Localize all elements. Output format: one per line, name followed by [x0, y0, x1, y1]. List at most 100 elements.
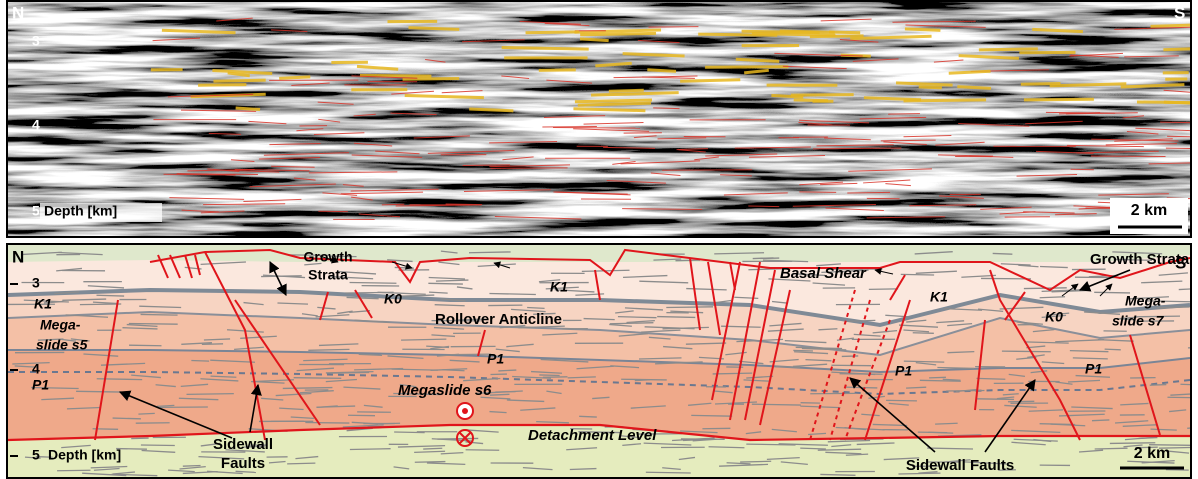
bedding [820, 474, 855, 475]
reflector [490, 168, 567, 169]
label: Megaslide s6 [398, 382, 492, 399]
bedding [490, 394, 510, 395]
label: K0 [384, 291, 402, 307]
label: K1 [550, 279, 568, 295]
bedding [183, 465, 201, 466]
bedding [287, 463, 315, 464]
reflector [502, 47, 589, 49]
bedding [675, 260, 700, 261]
reflector [771, 95, 803, 97]
reflector [752, 34, 835, 36]
bedding [913, 333, 934, 334]
bedding [901, 274, 934, 275]
label: slide s5 [36, 337, 88, 353]
reflector [446, 204, 482, 205]
bedding [539, 375, 559, 376]
bedding [261, 276, 302, 277]
bedding [498, 370, 516, 371]
reflector [575, 100, 652, 102]
label: Basal Shear [780, 265, 867, 282]
reflector [463, 165, 510, 166]
bedding [1002, 351, 1051, 352]
bedding [928, 432, 953, 433]
bedding [466, 450, 500, 451]
depth-tick: 5 [32, 447, 40, 463]
reflector [213, 80, 265, 81]
depth-label: Depth [km] [48, 447, 121, 463]
bedding [57, 470, 90, 471]
reflector [647, 70, 676, 72]
seismic-panel: N S 3 4 5 Depth [km] 2 km [7, 1, 1198, 237]
bedding [646, 472, 691, 473]
bedding [187, 394, 234, 395]
reflector [360, 75, 431, 76]
bedding [929, 377, 946, 378]
reflector [949, 71, 991, 73]
bedding [97, 379, 142, 380]
reflector [405, 96, 484, 98]
reflector [864, 98, 921, 100]
bedding [191, 360, 209, 361]
reflector [1071, 169, 1094, 170]
reflector [573, 109, 645, 111]
bedding [131, 438, 148, 439]
depth-tick: 4 [32, 117, 40, 133]
label: Mega- [40, 317, 81, 333]
bedding [423, 448, 442, 449]
bedding [80, 304, 121, 305]
label: P1 [32, 377, 49, 393]
bedding [469, 252, 511, 253]
bedding [294, 378, 342, 379]
reflector [905, 29, 941, 30]
bedding [350, 282, 397, 283]
reflector [526, 32, 579, 33]
label: Detachment Level [528, 427, 657, 444]
bedding [394, 432, 425, 433]
bedding [415, 462, 446, 463]
bedding [666, 307, 713, 308]
depth-tick: 3 [32, 33, 40, 49]
scale-label: 2 km [1131, 202, 1167, 219]
seismic-image [8, 2, 1190, 236]
reflector [1021, 83, 1061, 84]
reflector [957, 87, 991, 89]
depth-tick: 3 [32, 275, 40, 291]
reflector [847, 192, 890, 193]
bedding [129, 345, 161, 346]
bedding [800, 448, 826, 449]
bedding [129, 323, 178, 324]
out-of-plane-dot [462, 408, 468, 414]
label: K0 [1045, 309, 1063, 325]
bedding [935, 423, 958, 424]
bedding [1092, 420, 1109, 421]
scale-label: 2 km [1134, 445, 1170, 462]
reflector [1050, 84, 1127, 86]
bedding [1040, 424, 1076, 425]
reflector [888, 114, 920, 115]
bedding [977, 378, 1006, 379]
reflector [680, 80, 740, 81]
figure: N S 3 4 5 Depth [km] 2 km [0, 0, 1198, 479]
bedding [283, 388, 333, 389]
label: Sidewall Faults [906, 457, 1014, 474]
reflector [705, 67, 788, 68]
bedding [579, 416, 597, 417]
bedding [451, 354, 491, 355]
label: Growth [304, 249, 353, 265]
depth-tick: 4 [32, 361, 40, 377]
reflector [1163, 48, 1198, 49]
bedding [138, 413, 154, 414]
label: P1 [487, 351, 504, 367]
label: Growth Strata [1090, 251, 1190, 268]
bedding [776, 367, 801, 368]
reflector [236, 108, 260, 110]
bedding [740, 461, 771, 462]
reflector [198, 85, 246, 86]
bedding [76, 391, 122, 392]
reflector [408, 28, 459, 30]
bedding [113, 418, 141, 419]
reflector [553, 128, 640, 129]
reflector [1024, 99, 1094, 100]
bedding [927, 448, 973, 449]
bedding [1167, 397, 1198, 398]
